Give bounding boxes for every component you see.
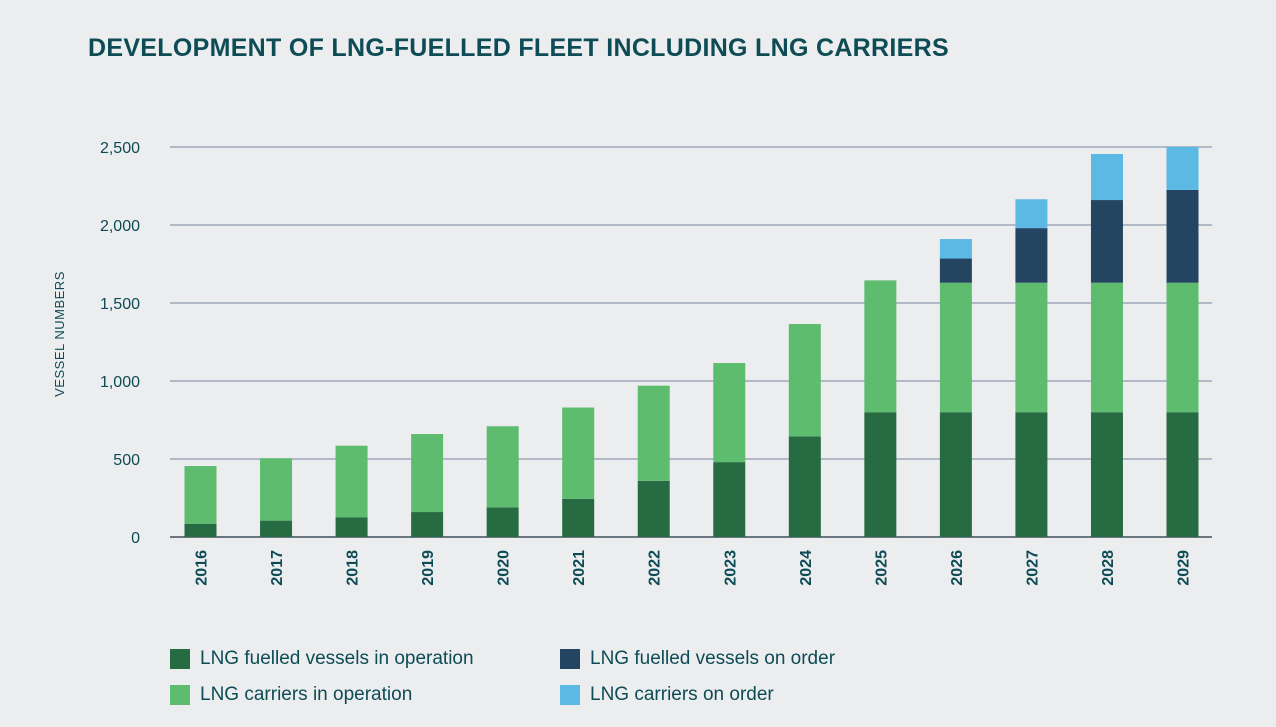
bar-segment-carriers-operation-2020 [486,426,519,508]
x-tick-label: 2026 [949,550,966,586]
bar-segment-carriers-operation-2027 [1015,282,1048,413]
bar-segment-fuelled-operation-2024 [788,436,821,537]
legend-item-fuelled-operation: LNG fuelled vessels in operation [170,648,560,670]
bar-segment-fuelled-operation-2025 [864,412,897,537]
x-tick-label: 2025 [873,550,890,586]
y-axis-label: VESSEL NUMBERS [52,271,67,397]
y-tick-label: 1,000 [100,374,140,391]
chart-title: DEVELOPMENT OF LNG-FUELLED FLEET INCLUDI… [88,34,949,62]
bar-segment-carriers-operation-2023 [713,363,746,463]
bar-segment-fuelled-operation-2028 [1090,412,1123,537]
x-tick-label: 2019 [420,550,437,586]
bar-segment-fuelled-operation-2029 [1166,412,1199,537]
bar-segment-fuelled-order-2028 [1090,200,1123,283]
bar-segment-carriers-operation-2028 [1090,282,1123,413]
x-tick-label: 2018 [345,550,362,586]
bar-segment-fuelled-operation-2026 [939,412,972,537]
bar-segment-fuelled-operation-2023 [713,462,746,537]
legend-item-carriers-operation: LNG carriers in operation [170,684,560,706]
stacked-bar-chart: 0 500 1,000 1,500 2,000 2,500 VESSEL NUMBERS 20… [52,140,1212,586]
bar-segment-carriers-operation-2021 [562,407,595,499]
legend-label: LNG carriers on order [590,684,774,705]
bar-segment-carriers-operation-2017 [260,458,293,521]
bar-segment-carriers-order-2029 [1166,147,1199,190]
legend: LNG fuelled vessels in operation LNG fue… [170,648,930,706]
bar-segment-carriers-order-2027 [1015,199,1048,229]
x-tick-label: 2024 [798,550,815,586]
legend-swatch [560,649,580,669]
bar-segment-carriers-operation-2019 [411,434,444,513]
y-tick-label: 0 [131,530,140,547]
legend-label: LNG fuelled vessels in operation [200,648,474,669]
y-tick-label: 2,000 [100,218,140,235]
bar-segment-carriers-operation-2029 [1166,282,1199,413]
bar-segment-fuelled-order-2027 [1015,228,1048,283]
x-tick-label: 2029 [1176,550,1193,586]
bar-segment-carriers-operation-2018 [335,445,368,518]
x-tick-label: 2023 [722,550,739,586]
bar-segment-fuelled-operation-2020 [486,507,519,537]
bar-segment-fuelled-operation-2022 [637,480,670,537]
legend-swatch [170,685,190,705]
y-tick-label: 2,500 [100,140,140,157]
legend-item-carriers-order: LNG carriers on order [560,684,920,706]
bar-segment-fuelled-operation-2018 [335,517,368,537]
legend-label: LNG fuelled vessels on order [590,648,836,669]
y-tick-label: 1,500 [100,296,140,313]
bar-segment-fuelled-operation-2016 [184,523,217,537]
x-tick-label: 2020 [496,550,513,586]
bar-segment-carriers-operation-2025 [864,280,897,413]
legend-swatch [170,649,190,669]
bar-segment-carriers-operation-2024 [788,324,821,437]
x-tick-label: 2016 [194,550,211,586]
bar-segment-fuelled-order-2029 [1166,189,1199,283]
bar-segment-fuelled-order-2026 [939,258,972,283]
legend-item-fuelled-order: LNG fuelled vessels on order [560,648,920,670]
bar-segment-carriers-operation-2026 [939,282,972,413]
bar-segment-carriers-order-2026 [939,239,972,259]
bar-segment-fuelled-operation-2027 [1015,412,1048,537]
x-tick-label: 2028 [1100,550,1117,586]
bar-segment-fuelled-operation-2019 [411,512,444,537]
bar-segment-carriers-operation-2022 [637,385,670,481]
legend-label: LNG carriers in operation [200,684,413,705]
x-tick-label: 2022 [647,550,664,586]
bar-segment-fuelled-operation-2017 [260,520,293,537]
x-tick-label: 2027 [1024,550,1041,586]
bar-segment-carriers-order-2028 [1090,154,1123,201]
bar-segment-carriers-operation-2016 [184,466,217,524]
bar-segment-fuelled-operation-2021 [562,498,595,537]
y-tick-label: 500 [113,452,140,469]
x-tick-label: 2021 [571,550,588,586]
legend-swatch [560,685,580,705]
x-tick-label: 2017 [269,550,286,586]
